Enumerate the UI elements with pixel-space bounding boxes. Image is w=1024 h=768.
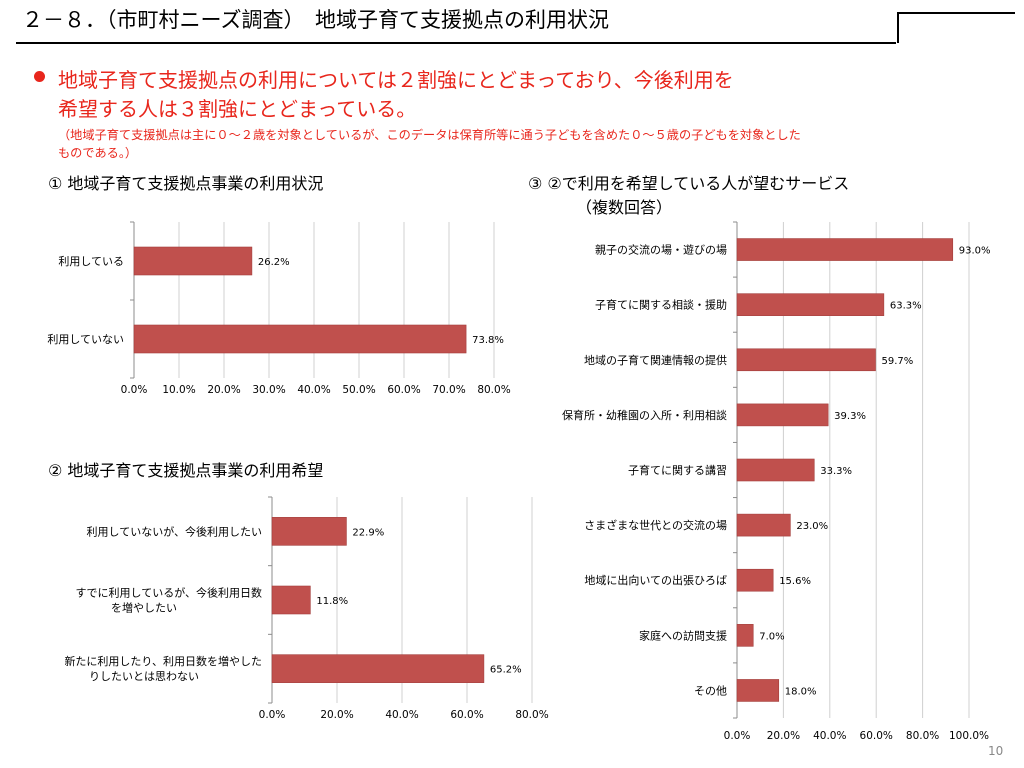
chart-1-category-label: 利用していない [47,333,124,346]
chart-2-value-label: 65.2% [490,665,522,676]
chart-3-value-label: 15.6% [779,576,811,587]
chart-1-bar [133,246,253,276]
chart-3-bar [736,293,885,316]
title-underline [16,42,896,44]
chart-1-category-label: 利用している [58,255,124,268]
chart-2-tick-label: 40.0% [385,709,418,721]
chart-3-category-label: その他 [694,684,727,697]
chart-3-tick-label: 80.0% [906,730,939,742]
chart-3-category-label: 保育所・幼稚園の入所・利用相談 [562,408,727,422]
chart-1-tick-label: 40.0% [297,384,330,396]
chart-3-subheading: （複数回答） [576,198,673,217]
title-corner-frame [897,12,1015,43]
note-line-1: （地域子育て支援拠点は主に０～２歳を対象としているが、このデータは保育所等に通う… [58,128,801,142]
chart-3-value-label: 93.0% [959,246,991,257]
chart-3-value-label: 23.0% [796,521,828,532]
chart-2-tick-label: 20.0% [320,709,353,721]
chart-3-value-label: 59.7% [882,356,914,367]
chart-3-tick-label: 100.0% [949,730,989,742]
chart-3-category-label: 地域の子育て関連情報の提供 [584,353,727,367]
chart-2-category-label: 利用していないが、今後利用したい [87,524,262,538]
chart-2-tick-label: 80.0% [515,709,548,721]
chart-1-value-label: 26.2% [258,257,290,268]
chart-3-value-label: 39.3% [834,411,866,422]
chart-2-heading: ② 地域子育て支援拠点事業の利用希望 [48,461,324,480]
chart-1-tick-label: 30.0% [252,384,285,396]
chart-1-tick-label: 10.0% [162,384,195,396]
chart-3-bar [736,403,829,427]
chart-1-bar [133,324,467,354]
chart-2-category-label: を増やしたい [111,602,177,615]
chart-2-bar [271,654,485,683]
chart-2-category-label: 新たに利用したり、利用日数を増やした [64,654,262,668]
chart-3-bar [736,568,774,592]
chart-2-bar [271,517,347,546]
chart-3-category-label: 親子の交流の場・遊びの場 [595,243,727,257]
chart-3-value-label: 33.3% [820,466,852,477]
chart-3-bar [736,679,780,702]
page-number: 10 [988,744,1004,758]
bullet-text-line-2: 希望する人は３割強にとどまっている。 [58,97,417,121]
chart-3-tick-label: 0.0% [724,730,751,742]
chart-1-tick-label: 80.0% [477,384,510,396]
slide-title: ２－８．（市町村ニーズ調査） 地域子育て支援拠点の利用状況 [22,8,609,32]
chart-3-bar [736,458,815,482]
chart-2-value-label: 22.9% [352,527,384,538]
bullet-dot-icon [34,71,45,82]
chart-1-tick-label: 20.0% [207,384,240,396]
chart-2-bar [271,585,311,615]
chart-3-tick-label: 60.0% [860,730,893,742]
chart-3-bar [736,348,876,372]
chart-3-tick-label: 40.0% [813,730,846,742]
chart-2-tick-label: 0.0% [259,709,286,721]
chart-3-bar [736,238,954,261]
chart-3-category-label: 家庭への訪問支援 [639,628,727,642]
chart-1-tick-label: 50.0% [342,384,375,396]
chart-1-tick-label: 0.0% [121,384,148,396]
chart-1-value-label: 73.8% [472,335,504,346]
note-line-2: ものである。） [58,146,138,160]
chart-3-category-label: 地域に出向いての出張ひろば [584,573,727,587]
chart-3-bar [736,624,754,647]
chart-1-tick-label: 60.0% [387,384,420,396]
chart-3-heading: ③ ②で利用を希望している人が望むサービス [528,174,850,193]
bullet-text-line-1: 地域子育て支援拠点の利用については２割強にとどまっており、今後利用を [58,68,734,92]
chart-3-tick-label: 20.0% [767,730,800,742]
chart-1-heading: ① 地域子育て支援拠点事業の利用状況 [48,174,324,193]
chart-3-value-label: 63.3% [890,301,922,312]
chart-1-tick-label: 70.0% [432,384,465,396]
chart-3-bar [736,513,791,537]
chart-3-value-label: 7.0% [759,631,784,642]
chart-2-category-label: すでに利用しているが、今後利用日数 [75,586,262,600]
chart-2-category-label: りしたいとは思わない [89,670,199,683]
chart-3-category-label: 子育てに関する相談・援助 [595,298,727,312]
chart-2-value-label: 11.8% [316,596,348,607]
chart-3-category-label: 子育てに関する講習 [628,463,727,477]
chart-2-tick-label: 60.0% [450,709,483,721]
chart-3-value-label: 18.0% [785,686,817,697]
chart-3-category-label: さまざまな世代との交流の場 [584,518,727,532]
